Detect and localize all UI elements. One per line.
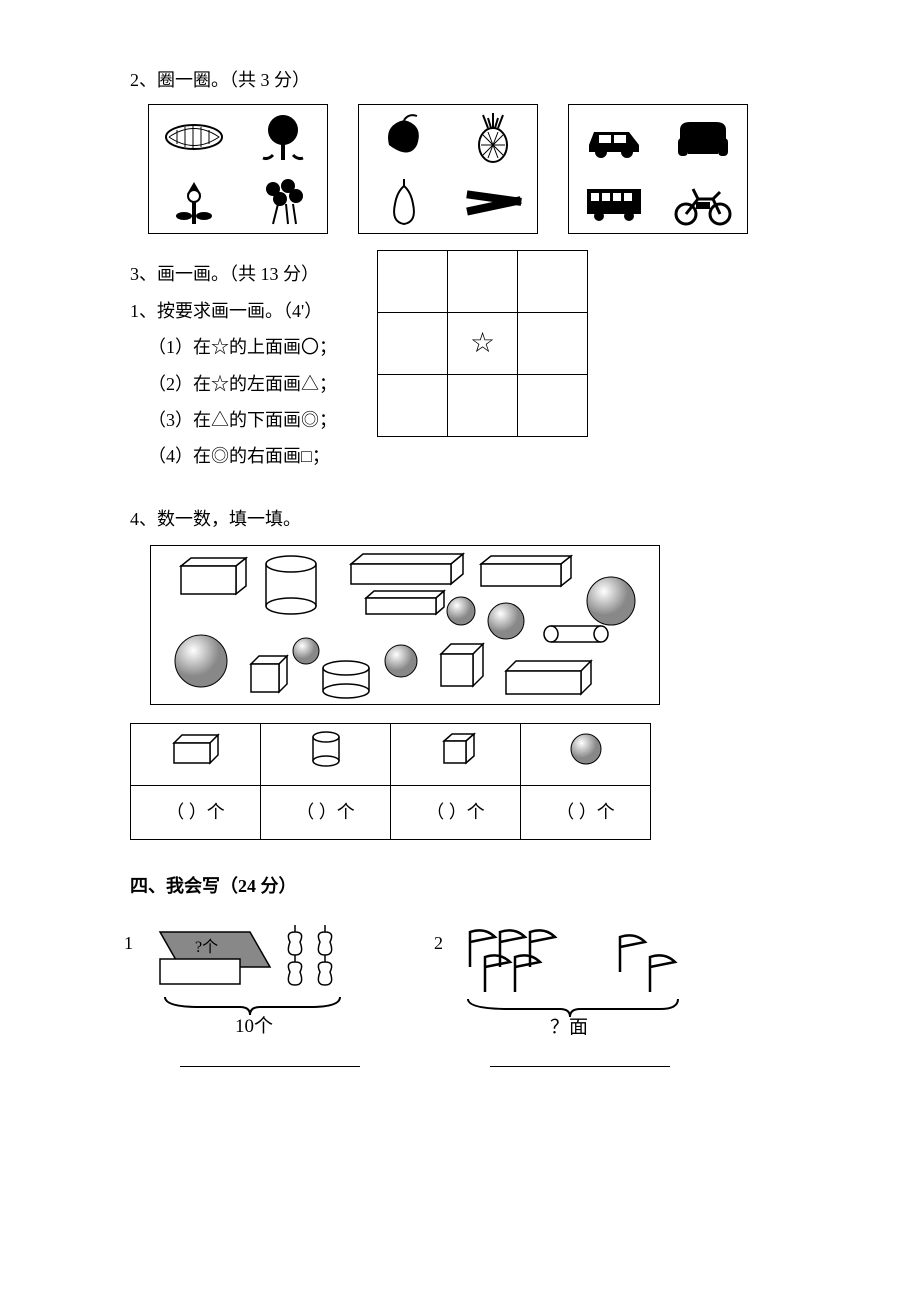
q2-box-3 — [568, 104, 748, 234]
q2-box-1 — [148, 104, 328, 234]
car-icon — [579, 110, 649, 165]
p2-answer-line[interactable] — [490, 1043, 670, 1067]
p1-box-label: ?个 — [195, 938, 218, 956]
q3-sub: 1、按要求画一画。（4'） — [130, 295, 337, 327]
cylinder-count[interactable]: （ ）个 — [261, 786, 391, 840]
cube-count[interactable]: （ ）个 — [391, 786, 521, 840]
chopsticks-icon — [458, 174, 528, 229]
cylinder-header — [261, 724, 391, 786]
cube-header — [391, 724, 521, 786]
q3-item-4: （4）在◎的右面画□； — [130, 440, 337, 472]
bouquet-icon — [248, 174, 318, 229]
bus-icon — [579, 174, 649, 229]
q3-item-1: （1）在☆的上面画〇； — [130, 331, 337, 363]
q3-item-2: （2）在☆的左面画△； — [130, 368, 337, 400]
q4-shapes-collection — [150, 545, 660, 705]
tulip-icon — [159, 174, 229, 229]
q4-title: 4、数一数，填一填。 — [130, 503, 800, 535]
q4-count-table: （ ）个 （ ）个 （ ）个 （ ）个 — [130, 723, 651, 840]
p2-total: ？面 — [550, 1017, 588, 1037]
q3-item-3: （3）在△的下面画◎； — [130, 404, 337, 436]
q2-boxes — [148, 104, 800, 234]
cuboid-count[interactable]: （ ）个 — [131, 786, 261, 840]
corn-icon — [159, 110, 229, 165]
p1-total: 10个 — [235, 1015, 273, 1037]
p2-number: 2 — [434, 927, 443, 959]
q3-grid[interactable]: ☆ — [377, 250, 588, 437]
q2-title: 2、圈一圈。（共 3 分） — [130, 64, 800, 96]
mango-icon — [369, 110, 439, 165]
dandelion-icon — [248, 110, 318, 165]
q2-box-2 — [358, 104, 538, 234]
p1-answer-line[interactable] — [180, 1043, 360, 1067]
cuboid-header — [131, 724, 261, 786]
motorcycle-icon — [668, 174, 738, 229]
sphere-count[interactable]: （ ）个 — [521, 786, 651, 840]
p1-number: 1 — [124, 927, 133, 959]
pear-icon — [369, 174, 439, 229]
pineapple-icon — [458, 110, 528, 165]
sofa-icon — [668, 110, 738, 165]
grid-center-star: ☆ — [448, 313, 518, 375]
q3-title: 3、画一画。（共 13 分） — [130, 258, 337, 290]
section4-title: 四、我会写（24 分） — [130, 870, 800, 902]
sphere-header — [521, 724, 651, 786]
problem-1: 1 ?个 10个 — [140, 917, 400, 1067]
problem-2: 2 ？面 — [450, 917, 710, 1067]
